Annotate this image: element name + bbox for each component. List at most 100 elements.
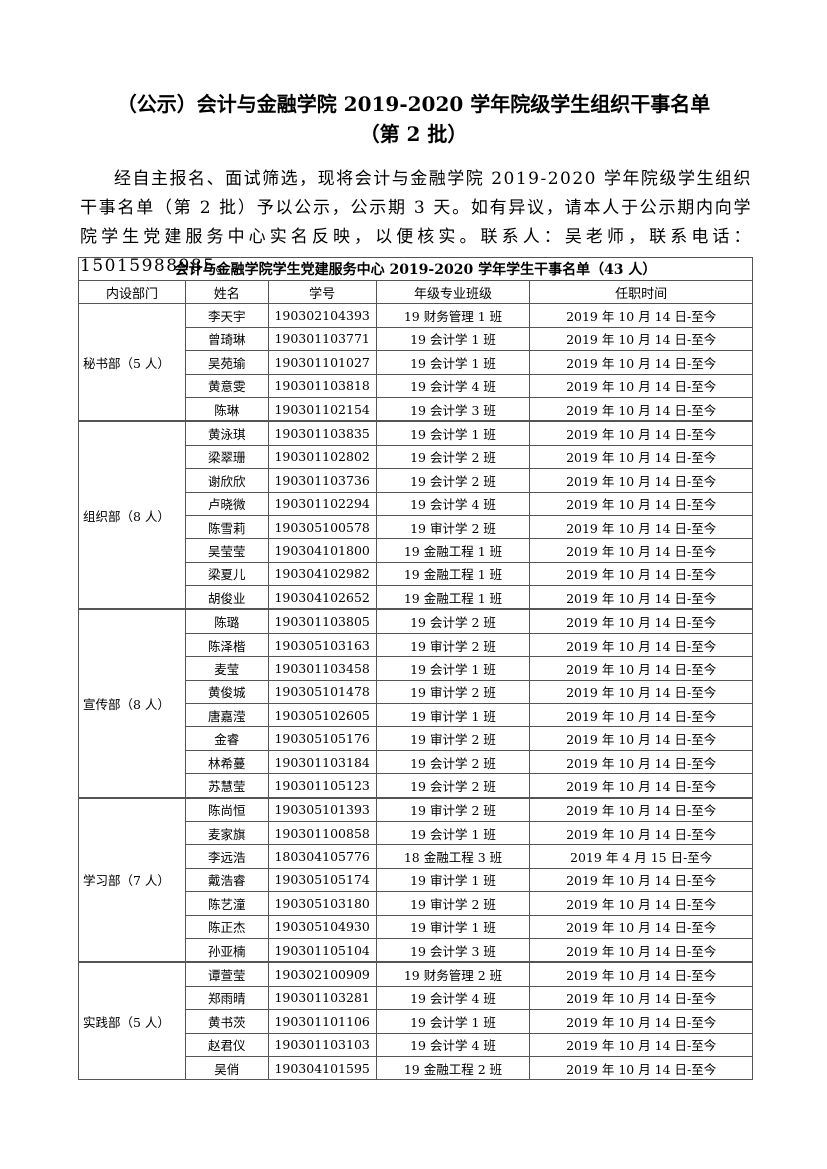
name-cell: 谭萱莹 (184, 961, 269, 987)
term-cell: 2019 年 10 月 14 日-至今 (529, 656, 753, 681)
class-cell: 19 会计学 2 班 (375, 608, 531, 634)
student-id-cell: 190301105123 (267, 773, 377, 799)
table-row: 唐嘉滢 190305102605 19 审计学 1 班 2019 年 10 月 14 … (79, 703, 753, 728)
class-cell: 19 金融工程 1 班 (375, 561, 531, 587)
name-cell: 林希蔓 (184, 749, 269, 775)
class-cell: 19 会计学 4 班 (375, 985, 531, 1011)
name-cell: 吴莹莹 (184, 538, 269, 563)
class-cell: 19 会计学 1 班 (375, 1009, 531, 1034)
name-cell: 陈正杰 (184, 914, 269, 939)
class-cell: 19 财务管理 1 班 (375, 303, 531, 328)
table-row: 陈琳 190301102154 19 会计学 3 班 2019 年 10 月 14 日… (79, 396, 753, 422)
class-cell: 19 会计学 1 班 (375, 326, 531, 352)
class-cell: 19 会计学 2 班 (375, 749, 531, 775)
term-cell: 2019 年 10 月 14 日-至今 (529, 703, 753, 728)
term-cell: 2019 年 10 月 14 日-至今 (529, 585, 753, 610)
student-id-cell: 180304105776 (267, 844, 377, 869)
student-id-cell: 190301102294 (267, 491, 377, 516)
department-cell: 实践部（5 人） (78, 961, 186, 1081)
term-cell: 2019 年 10 月 14 日-至今 (529, 608, 753, 634)
student-id-cell: 190305103163 (267, 632, 377, 658)
class-cell: 19 审计学 1 班 (375, 914, 531, 939)
student-id-cell: 190301103771 (267, 326, 377, 352)
table-row: 梁夏儿 190304102982 19 金融工程 1 班 2019 年 10 月 14… (79, 561, 753, 587)
name-cell: 陈璐 (184, 608, 269, 634)
class-cell: 19 审计学 2 班 (375, 796, 531, 822)
student-id-cell: 190304102652 (267, 585, 377, 610)
name-cell: 胡俊业 (184, 585, 269, 610)
term-cell: 2019 年 10 月 14 日-至今 (529, 561, 753, 587)
student-id-cell: 190301103184 (267, 749, 377, 775)
table-body: 秘书部（5 人） 李天宇 190302104393 19 财务管理 1 班 2019 年… (78, 303, 753, 1081)
term-cell: 2019 年 10 月 14 日-至今 (529, 796, 753, 822)
name-cell: 孙亚楠 (184, 937, 269, 963)
table-row: 陈泽楷 190305103163 19 审计学 2 班 2019 年 10 月 14 … (79, 632, 753, 658)
student-id-cell: 190301100858 (267, 820, 377, 846)
name-cell: 郑雨晴 (184, 985, 269, 1011)
table-row: 胡俊业 190304102652 19 金融工程 1 班 2019 年 10 月 14… (79, 585, 753, 610)
staff-table: 会计与金融学院学生党建服务中心 2019-2020 学年学生干事名单（43 人）… (78, 257, 753, 1081)
student-id-cell: 190305105176 (267, 726, 377, 751)
term-cell: 2019 年 10 月 14 日-至今 (529, 867, 753, 893)
class-cell: 19 审计学 2 班 (375, 679, 531, 705)
class-cell: 19 审计学 1 班 (375, 703, 531, 728)
term-cell: 2019 年 10 月 14 日-至今 (529, 373, 753, 398)
name-cell: 麦家旗 (184, 820, 269, 846)
class-cell: 19 金融工程 2 班 (375, 1055, 531, 1081)
class-cell: 19 金融工程 1 班 (375, 585, 531, 610)
header-student-id: 学号 (267, 279, 377, 305)
class-cell: 19 会计学 4 班 (375, 491, 531, 516)
class-cell: 19 会计学 3 班 (375, 396, 531, 422)
student-id-cell: 190304102982 (267, 561, 377, 587)
student-id-cell: 190301102154 (267, 396, 377, 422)
student-id-cell: 190305101478 (267, 679, 377, 705)
table-row: 宣传部（8 人） 陈璐 190301103805 19 会计学 2 班 2019 年 1… (78, 608, 753, 799)
class-cell: 19 审计学 1 班 (375, 867, 531, 893)
name-cell: 吴俏 (184, 1055, 269, 1081)
name-cell: 梁夏儿 (184, 561, 269, 587)
term-cell: 2019 年 10 月 14 日-至今 (529, 961, 753, 987)
class-cell: 19 会计学 1 班 (375, 656, 531, 681)
name-cell: 吴苑瑜 (184, 350, 269, 375)
student-id-cell: 190301101106 (267, 1009, 377, 1034)
class-cell: 19 财务管理 2 班 (375, 961, 531, 987)
class-cell: 19 会计学 1 班 (375, 420, 531, 446)
table-caption: 会计与金融学院学生党建服务中心 2019-2020 学年学生干事名单（43 人） (78, 257, 753, 281)
name-cell: 谢欣欣 (184, 468, 269, 493)
table-row: 组织部（8 人） 黄泳琪 190301103835 19 会计学 1 班 2019 年 … (78, 420, 753, 610)
table-row: 梁翠珊 190301102802 19 会计学 2 班 2019 年 10 月 14 … (79, 444, 753, 470)
student-id-cell: 190301102802 (267, 444, 377, 470)
student-id-cell: 190305104930 (267, 914, 377, 939)
header-class: 年级专业班级 (375, 279, 531, 305)
term-cell: 2019 年 10 月 14 日-至今 (529, 773, 753, 799)
header-department: 内设部门 (78, 279, 186, 305)
student-id-cell: 190302104393 (267, 303, 377, 328)
table-row: 陈正杰 190305104930 19 审计学 1 班 2019 年 10 月 14 … (79, 914, 753, 939)
student-id-cell: 190305102605 (267, 703, 377, 728)
name-cell: 黄书茨 (184, 1009, 269, 1034)
term-cell: 2019 年 10 月 14 日-至今 (529, 726, 753, 751)
term-cell: 2019 年 10 月 14 日-至今 (529, 749, 753, 775)
term-cell: 2019 年 10 月 14 日-至今 (529, 350, 753, 375)
name-cell: 曾琦琳 (184, 326, 269, 352)
class-cell: 19 会计学 2 班 (375, 773, 531, 799)
name-cell: 黄泳琪 (184, 420, 269, 446)
term-cell: 2019 年 10 月 14 日-至今 (529, 468, 753, 493)
class-cell: 19 会计学 4 班 (375, 373, 531, 398)
table-row: 吴俏 190304101595 19 金融工程 2 班 2019 年 10 月 14 … (79, 1055, 753, 1081)
term-cell: 2019 年 10 月 14 日-至今 (529, 679, 753, 705)
name-cell: 黄俊城 (184, 679, 269, 705)
table-row: 苏慧莹 190301105123 19 会计学 2 班 2019 年 10 月 14 … (79, 773, 753, 799)
table-row: 实践部（5 人） 谭萱莹 190302100909 19 财务管理 2 班 2019 年… (78, 961, 753, 1081)
table-row: 麦家旗 190301100858 19 会计学 1 班 2019 年 10 月 14 … (79, 820, 753, 846)
class-cell: 19 会计学 3 班 (375, 937, 531, 963)
name-cell: 苏慧莹 (184, 773, 269, 799)
term-cell: 2019 年 10 月 14 日-至今 (529, 937, 753, 963)
student-id-cell: 190301103818 (267, 373, 377, 398)
term-cell: 2019 年 10 月 14 日-至今 (529, 444, 753, 470)
table-row: 麦莹 190301103458 19 会计学 1 班 2019 年 10 月 14 日… (79, 656, 753, 681)
table-row: 赵君仪 190301103103 19 会计学 4 班 2019 年 10 月 14 … (79, 1032, 753, 1057)
name-cell: 陈雪莉 (184, 514, 269, 540)
student-id-cell: 190301103458 (267, 656, 377, 681)
student-id-cell: 190305105174 (267, 867, 377, 893)
